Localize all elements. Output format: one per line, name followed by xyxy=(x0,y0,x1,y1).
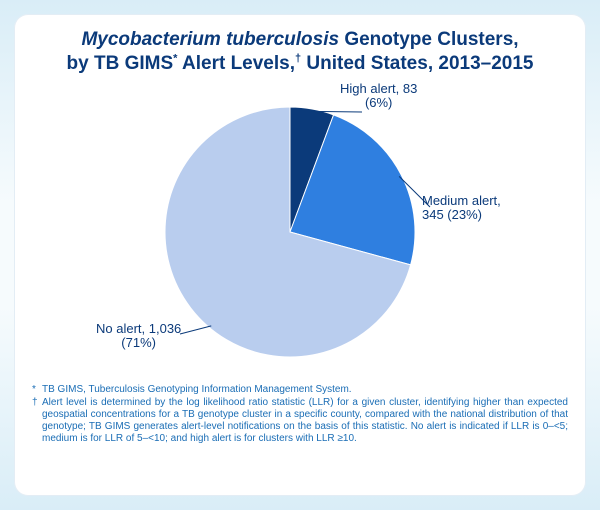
chart-title: Mycobacterium tuberculosis Genotype Clus… xyxy=(32,28,568,76)
card: Mycobacterium tuberculosis Genotype Clus… xyxy=(14,14,586,496)
slice-label-medium: Medium alert, 345 (23%) xyxy=(422,194,501,224)
footnote-row: † Alert level is determined by the log l… xyxy=(32,397,568,445)
footnotes: * TB GIMS, Tuberculosis Genotyping Infor… xyxy=(32,384,568,445)
footnote-symbol: * xyxy=(32,384,42,396)
title-2b: Alert Levels, xyxy=(177,53,295,74)
title-2a: by TB GIMS xyxy=(67,53,174,74)
footnote-text: Alert level is determined by the log lik… xyxy=(42,397,568,445)
footnote-text: TB GIMS, Tuberculosis Genotyping Informa… xyxy=(42,384,568,396)
pie-chart: High alert, 83 (6%) Medium alert, 345 (2… xyxy=(32,82,568,382)
footnote-row: * TB GIMS, Tuberculosis Genotyping Infor… xyxy=(32,384,568,396)
footnote-symbol: † xyxy=(32,397,42,409)
slice-label-none: No alert, 1,036 (71%) xyxy=(96,322,181,352)
title-2c: United States, 2013–2015 xyxy=(301,53,533,74)
title-italic: Mycobacterium tuberculosis xyxy=(81,29,339,50)
title-rest-1: Genotype Clusters, xyxy=(339,29,519,50)
page-background: Mycobacterium tuberculosis Genotype Clus… xyxy=(0,0,600,510)
slice-label-high: High alert, 83 (6%) xyxy=(340,82,417,112)
leader-line-none xyxy=(180,325,211,333)
